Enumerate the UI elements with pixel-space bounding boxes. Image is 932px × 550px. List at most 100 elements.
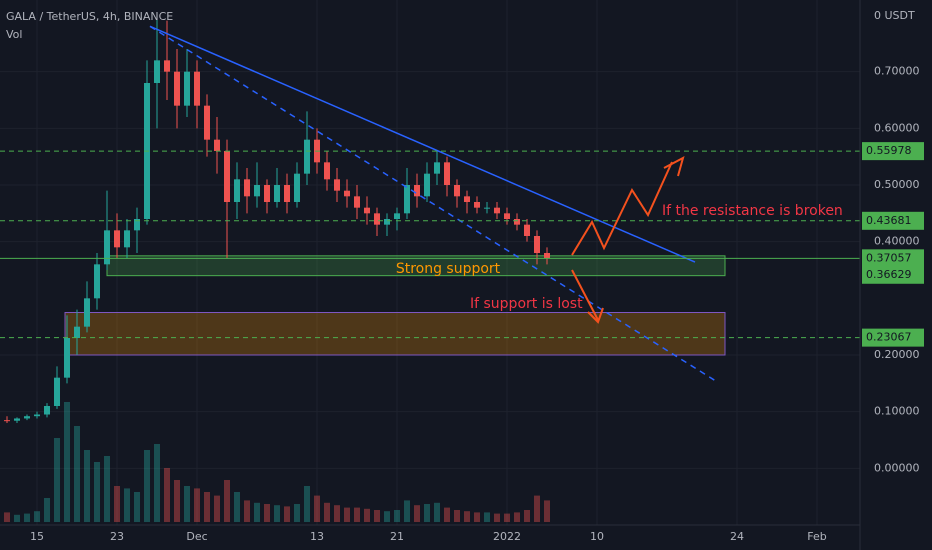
volume-bar xyxy=(44,498,50,522)
x-tick-label: 10 xyxy=(590,530,604,543)
candle-body xyxy=(174,71,180,106)
arrow-head xyxy=(663,156,685,177)
volume-bar xyxy=(414,505,420,522)
y-tick-label: 0.70000 xyxy=(874,65,920,78)
candle-body xyxy=(234,179,240,202)
candle-body xyxy=(414,185,420,197)
candle-body xyxy=(264,185,270,202)
zone-label: Strong support xyxy=(396,261,501,277)
volume-bar xyxy=(284,506,290,522)
candle-body xyxy=(164,60,170,72)
candle-body xyxy=(84,298,90,327)
volume-bar xyxy=(4,512,10,522)
candle-body xyxy=(514,219,520,225)
candle-body xyxy=(544,253,550,259)
volume-bar xyxy=(374,510,380,522)
bearish-path xyxy=(571,269,599,321)
candle-body xyxy=(494,207,500,214)
trend-line xyxy=(149,25,716,382)
volume-bar xyxy=(124,488,130,522)
y-tick-label: 0.40000 xyxy=(874,235,920,248)
x-tick-label: 23 xyxy=(110,530,124,543)
candle-body xyxy=(94,264,100,299)
candle-body xyxy=(384,219,390,225)
candle-body xyxy=(184,71,190,106)
volume-bar xyxy=(74,426,80,522)
candle-body xyxy=(454,185,460,197)
candle-body xyxy=(484,207,490,209)
candle-body xyxy=(204,105,210,140)
x-tick-label: 15 xyxy=(30,530,44,543)
candle-body xyxy=(284,185,290,202)
annotation: If the resistance is broken xyxy=(662,203,843,219)
volume-bar xyxy=(524,510,530,522)
candle-body xyxy=(374,213,380,225)
volume-bar xyxy=(404,500,410,522)
level-label-box xyxy=(862,211,924,230)
candle-body xyxy=(124,230,130,248)
volume-bar xyxy=(34,511,40,522)
volume-bar xyxy=(334,505,340,522)
bullish-path xyxy=(571,161,673,256)
volume-bar xyxy=(534,495,540,522)
last-price: 0.37057 xyxy=(866,251,912,264)
candle-body xyxy=(324,162,330,180)
y-tick-label: 0.20000 xyxy=(874,348,920,361)
volume-bar xyxy=(154,444,160,522)
candle-body xyxy=(304,139,310,174)
candle-body xyxy=(464,196,470,202)
candle-body xyxy=(134,219,140,231)
volume-bar xyxy=(484,512,490,522)
annotation: If support is lost xyxy=(470,296,583,312)
candle-body xyxy=(24,416,30,419)
volume-bar xyxy=(84,450,90,522)
volume-bar xyxy=(14,514,20,522)
candle-body xyxy=(534,236,540,253)
candle-body xyxy=(354,196,360,208)
volume-bar xyxy=(494,513,500,522)
candle-body xyxy=(54,377,60,406)
volume-bar xyxy=(204,492,210,522)
volume-bar xyxy=(294,504,300,522)
volume-bar xyxy=(384,511,390,522)
volume-bar xyxy=(434,502,440,522)
level-label-box xyxy=(862,328,924,347)
candle-body xyxy=(524,224,530,236)
candle-body xyxy=(194,71,200,106)
volume-bar xyxy=(164,468,170,522)
zone xyxy=(64,312,726,356)
candle-body xyxy=(434,162,440,174)
volume-bar xyxy=(254,502,260,522)
volume-bar xyxy=(94,462,100,522)
volume-bar xyxy=(234,492,240,522)
volume-bar xyxy=(304,486,310,522)
chart-title: GALA / TetherUS, 4h, BINANCE xyxy=(6,10,173,23)
volume-bar xyxy=(514,512,520,522)
volume-bar xyxy=(504,513,510,522)
trend-line xyxy=(149,25,696,263)
volume-bar xyxy=(324,502,330,522)
candle-body xyxy=(104,230,110,265)
volume-bar xyxy=(244,500,250,522)
candle-body xyxy=(114,230,120,248)
candle-body xyxy=(154,60,160,83)
candle-body xyxy=(474,202,480,208)
candle-body xyxy=(44,406,50,415)
candle-body xyxy=(334,179,340,191)
x-tick-label: Dec xyxy=(186,530,207,543)
candle-body xyxy=(74,326,80,338)
volume-bar xyxy=(274,505,280,522)
candle-body xyxy=(424,173,430,197)
y-tick-label: 0.10000 xyxy=(874,405,920,418)
candle-body xyxy=(394,213,400,219)
level-label-box xyxy=(862,142,924,161)
volume-bar xyxy=(364,508,370,522)
y-tick-label: 0.60000 xyxy=(874,121,920,134)
candle-body xyxy=(404,185,410,214)
candle-body xyxy=(4,420,10,422)
volume-bar xyxy=(224,480,230,522)
level-label: 0.43681 xyxy=(866,214,912,227)
candle-body xyxy=(364,207,370,214)
